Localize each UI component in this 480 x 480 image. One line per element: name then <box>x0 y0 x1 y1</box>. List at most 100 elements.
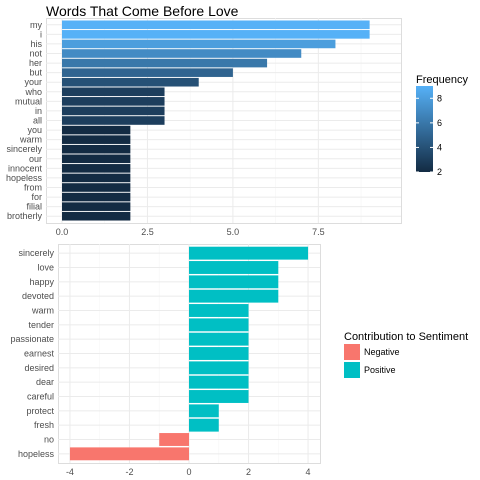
top-category-label: mutual <box>15 96 42 106</box>
top-bar-from <box>62 183 131 192</box>
bottom-category-label: careful <box>27 392 54 402</box>
frequency-legend-title: Frequency <box>416 74 468 86</box>
top-category-label: our <box>29 154 42 164</box>
top-chart-category-labels: myihisnotherbutyourwhomutualinallyouwarm… <box>6 20 43 221</box>
top-bar-sincerely <box>62 144 131 154</box>
sentiment-legend-title: Contribution to Sentiment <box>344 331 468 343</box>
top-category-label: brotherly <box>7 211 43 221</box>
bottom-chart-bars <box>69 246 309 461</box>
top-bar-hopeless <box>62 173 131 183</box>
top-bar-mutual <box>62 97 165 106</box>
top-category-label: your <box>24 77 42 87</box>
bottom-category-label: sincerely <box>18 248 54 258</box>
bottom-x-tick-label: 0 <box>186 467 191 477</box>
top-category-label: hopeless <box>6 173 43 183</box>
bottom-bar-sincerely <box>189 246 309 260</box>
bottom-bar-happy <box>189 275 279 289</box>
bottom-x-tick-label: -4 <box>66 467 74 477</box>
top-category-label: from <box>24 183 42 193</box>
bottom-bar-fresh <box>189 418 219 432</box>
frequency-colorbar <box>416 86 433 172</box>
bottom-bar-careful <box>189 390 249 403</box>
bottom-chart-x-tick-labels: -4 -2 0 2 4 <box>66 467 311 477</box>
bottom-bar-devoted <box>189 289 279 303</box>
top-bar-filial <box>62 202 131 211</box>
top-bar-his <box>62 39 336 49</box>
sentiment-legend-label: Negative <box>364 347 400 357</box>
top-chart: Words That Come Before Love myihisnother… <box>6 3 469 237</box>
top-category-label: warm <box>19 135 42 145</box>
frequency-break-label: 6 <box>437 118 442 128</box>
frequency-break-label: 4 <box>437 142 442 152</box>
top-x-tick-label: 7.5 <box>312 227 325 237</box>
bottom-bar-earnest <box>189 347 249 360</box>
bottom-bar-no <box>159 433 189 446</box>
bottom-category-label: fresh <box>34 420 54 430</box>
bottom-chart: sincerely love happy devoted warm tender passi… <box>10 244 468 477</box>
top-category-label: you <box>27 125 42 135</box>
bottom-bar-desired <box>189 361 249 375</box>
top-bar-but <box>62 68 233 77</box>
top-bar-my <box>62 20 370 30</box>
top-bar-not <box>62 49 302 58</box>
top-bar-you <box>62 125 131 135</box>
top-category-label: in <box>35 106 42 116</box>
top-bar-for <box>62 192 131 202</box>
sentiment-legend: Contribution to Sentiment Negative Positi… <box>344 331 468 378</box>
bottom-category-label: earnest <box>24 349 55 359</box>
bottom-bar-tender <box>189 318 249 332</box>
top-bar-i <box>62 30 370 39</box>
top-category-label: her <box>29 58 42 68</box>
bottom-x-tick-label: -2 <box>125 467 133 477</box>
top-category-label: who <box>24 87 42 97</box>
bottom-category-label: happy <box>29 277 54 287</box>
top-category-label: i <box>40 29 42 39</box>
top-bar-in <box>62 106 165 116</box>
frequency-legend: Frequency 2 4 6 8 <box>416 74 468 177</box>
top-bar-innocent <box>62 164 131 173</box>
top-category-label: sincerely <box>6 144 42 154</box>
top-x-tick-label: 2.5 <box>141 227 154 237</box>
bottom-bar-warm <box>189 304 249 317</box>
top-chart-x-tick-labels: 0.0 2.5 5.0 7.5 <box>56 227 325 237</box>
sentiment-legend-label: Positive <box>364 365 396 375</box>
bottom-category-label: dear <box>36 377 54 387</box>
frequency-break-label: 2 <box>437 167 442 177</box>
top-bar-all <box>62 116 165 125</box>
bottom-category-label: warm <box>31 306 54 316</box>
sentiment-legend-swatch <box>344 344 360 360</box>
bottom-bar-protect <box>189 404 219 418</box>
top-bar-brotherly <box>62 211 131 221</box>
sentiment-legend-swatch <box>344 362 360 378</box>
top-bar-who <box>62 87 165 97</box>
bottom-bar-hopeless <box>69 447 189 461</box>
top-category-label: but <box>29 68 42 78</box>
top-chart-title: Words That Come Before Love <box>46 3 239 19</box>
top-bar-warm <box>62 135 131 144</box>
bottom-category-label: devoted <box>22 291 54 301</box>
bottom-category-label: passionate <box>10 334 54 344</box>
bottom-category-label: tender <box>28 320 54 330</box>
top-category-label: not <box>29 49 42 59</box>
top-bar-her <box>62 58 268 68</box>
top-bar-your <box>62 77 199 87</box>
top-x-tick-label: 5.0 <box>227 227 240 237</box>
top-category-label: filial <box>26 202 42 212</box>
bottom-chart-category-labels: sincerely love happy devoted warm tender passi… <box>10 248 54 459</box>
bottom-bar-passionate <box>189 332 249 346</box>
bottom-bar-dear <box>189 375 249 389</box>
top-chart-bars <box>62 20 370 221</box>
bottom-category-label: no <box>44 435 54 445</box>
top-category-label: my <box>30 20 42 30</box>
bottom-x-tick-label: 4 <box>306 467 311 477</box>
bottom-category-label: hopeless <box>18 449 55 459</box>
top-x-tick-label: 0.0 <box>56 227 69 237</box>
frequency-break-label: 8 <box>437 93 442 103</box>
top-category-label: all <box>33 116 42 126</box>
top-category-label: innocent <box>8 163 43 173</box>
bottom-category-label: protect <box>26 406 54 416</box>
bottom-category-label: desired <box>24 363 54 373</box>
top-category-label: for <box>31 192 42 202</box>
top-category-label: his <box>30 39 42 49</box>
